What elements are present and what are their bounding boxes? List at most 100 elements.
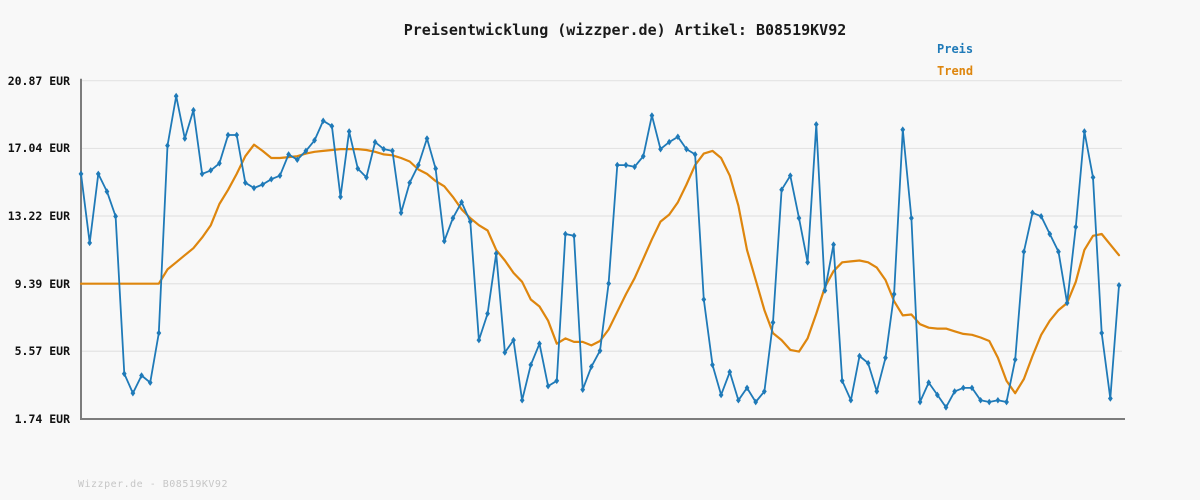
chart-title: Preisentwicklung (wizzper.de) Artikel: B… bbox=[403, 21, 847, 39]
price-point-marker bbox=[191, 106, 196, 114]
price-point-marker bbox=[415, 161, 421, 169]
price-point-marker bbox=[666, 138, 672, 146]
legend-item-trend: Trend bbox=[937, 64, 974, 78]
price-point-marker bbox=[320, 117, 326, 125]
price-point-marker bbox=[787, 172, 793, 179]
price-series-line bbox=[80, 95, 1120, 409]
price-point-marker bbox=[441, 237, 447, 245]
price-point-marker bbox=[692, 151, 698, 158]
price-point-marker bbox=[545, 382, 551, 390]
price-point-marker bbox=[147, 379, 153, 386]
price-point-marker bbox=[796, 214, 802, 222]
price-point-marker bbox=[1073, 223, 1079, 231]
price-point-marker bbox=[268, 175, 274, 183]
price-point-marker bbox=[1012, 356, 1018, 363]
price-point-marker bbox=[381, 145, 387, 153]
price-point-marker bbox=[87, 239, 93, 247]
price-point-marker bbox=[779, 186, 785, 194]
price-point-marker bbox=[563, 230, 568, 238]
price-point-marker bbox=[632, 163, 637, 171]
watermark-text: Wizzper.de - B08519KV92 bbox=[78, 479, 228, 490]
price-point-marker bbox=[736, 396, 741, 404]
price-point-marker bbox=[182, 135, 188, 142]
price-point-marker bbox=[658, 145, 663, 153]
price-point-marker bbox=[234, 131, 240, 139]
price-point-marker bbox=[528, 361, 534, 369]
price-point-marker bbox=[606, 280, 612, 287]
price-point-marker bbox=[277, 172, 283, 179]
price-point-marker bbox=[614, 161, 620, 169]
price-point-marker bbox=[121, 370, 127, 378]
price-point-marker bbox=[986, 398, 992, 406]
price-point-marker bbox=[1090, 174, 1096, 181]
legend-item-preis: Preis bbox=[937, 42, 974, 56]
price-point-marker bbox=[753, 398, 759, 406]
price-point-marker bbox=[926, 379, 932, 386]
price-point-marker bbox=[130, 389, 136, 397]
price-point-marker bbox=[874, 388, 880, 395]
price-point-marker bbox=[848, 396, 854, 404]
price-point-marker bbox=[995, 396, 1001, 404]
price-point-marker bbox=[485, 310, 490, 317]
trend-series-line bbox=[79, 143, 1121, 395]
price-point-marker bbox=[727, 368, 733, 376]
price-point-marker bbox=[364, 174, 369, 181]
price-point-marker bbox=[338, 193, 343, 201]
price-point-marker bbox=[1004, 398, 1009, 406]
price-point-marker bbox=[675, 133, 681, 141]
price-point-marker bbox=[493, 250, 499, 257]
price-point-marker bbox=[139, 372, 144, 379]
price-point-marker bbox=[217, 159, 222, 167]
price-point-marker bbox=[407, 179, 413, 187]
y-tick-label: 20.87 EUR bbox=[7, 73, 70, 88]
price-point-marker bbox=[1082, 128, 1087, 135]
price-point-marker bbox=[770, 319, 776, 326]
price-point-marker bbox=[104, 188, 110, 195]
price-point-marker bbox=[467, 218, 473, 225]
price-point-marker bbox=[1047, 230, 1053, 238]
price-point-marker bbox=[260, 181, 266, 188]
price-point-marker bbox=[839, 377, 845, 385]
price-point-marker bbox=[242, 179, 248, 187]
price-point-marker bbox=[372, 138, 378, 146]
price-point-marker bbox=[623, 161, 629, 169]
price-point-marker bbox=[519, 396, 525, 404]
price-point-marker bbox=[511, 336, 516, 344]
price-point-marker bbox=[1099, 329, 1105, 337]
price-point-marker bbox=[934, 391, 940, 399]
price-point-marker bbox=[969, 384, 975, 392]
price-point-marker bbox=[502, 349, 508, 356]
price-point-marker bbox=[294, 156, 300, 164]
price-point-marker bbox=[1064, 299, 1070, 307]
price-point-marker bbox=[597, 347, 603, 355]
price-point-marker bbox=[390, 147, 395, 155]
price-point-marker bbox=[917, 398, 923, 406]
price-point-marker bbox=[1056, 248, 1061, 256]
price-point-marker bbox=[943, 404, 949, 411]
price-point-marker bbox=[865, 359, 871, 367]
price-point-marker bbox=[537, 340, 542, 347]
price-point-marker bbox=[891, 290, 897, 298]
price-point-marker bbox=[303, 147, 309, 155]
price-point-marker bbox=[355, 165, 361, 172]
price-point-marker bbox=[805, 259, 810, 266]
price-point-marker bbox=[346, 128, 352, 135]
price-point-marker bbox=[822, 287, 828, 294]
price-point-marker bbox=[78, 170, 84, 178]
chart-legend: Preis Trend bbox=[937, 38, 973, 82]
price-point-marker bbox=[952, 388, 958, 395]
price-point-marker bbox=[251, 184, 257, 192]
price-point-marker bbox=[398, 209, 404, 217]
price-point-marker bbox=[459, 198, 464, 206]
price-point-marker bbox=[225, 131, 231, 139]
y-tick-label: 17.04 EUR bbox=[7, 141, 70, 156]
price-point-marker bbox=[329, 122, 335, 130]
price-point-marker bbox=[450, 214, 456, 222]
price-point-marker bbox=[857, 352, 862, 360]
price-point-marker bbox=[571, 232, 577, 240]
price-point-marker bbox=[909, 214, 914, 222]
price-point-marker bbox=[156, 329, 162, 337]
price-point-marker bbox=[199, 170, 205, 178]
price-point-marker bbox=[588, 363, 594, 370]
